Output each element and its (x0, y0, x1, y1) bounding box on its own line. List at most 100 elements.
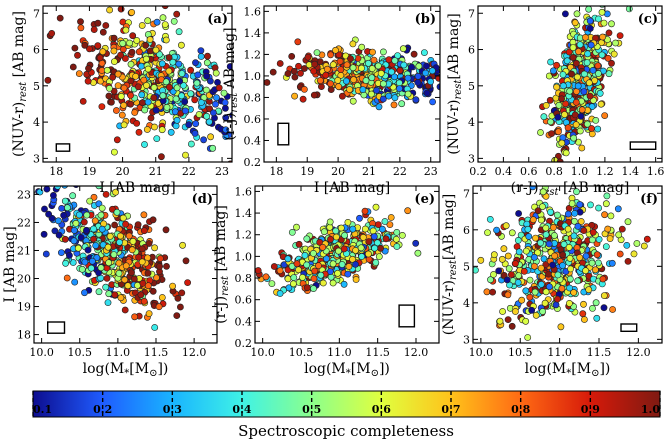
data-point (554, 113, 562, 121)
data-point (599, 33, 606, 41)
data-point (584, 120, 591, 128)
data-point (135, 128, 143, 136)
data-point (340, 245, 348, 253)
data-point (140, 211, 148, 219)
scatter-points (44, 6, 232, 162)
data-point (300, 65, 308, 72)
data-point (558, 285, 566, 292)
data-point (134, 83, 142, 91)
data-point (132, 73, 139, 80)
data-point (61, 186, 69, 189)
y-tick-label: 5 (468, 80, 475, 93)
y-tick-label: 5 (33, 80, 40, 93)
data-point (128, 8, 136, 16)
data-point (542, 224, 550, 232)
data-point (182, 257, 190, 265)
data-point (390, 101, 398, 109)
data-point (595, 204, 602, 212)
data-point (334, 269, 341, 277)
data-point (131, 109, 139, 116)
y-axis-label: (r-J)rest [AB mag] (213, 205, 231, 324)
data-point (539, 188, 547, 196)
data-point (597, 153, 603, 159)
data-point (191, 129, 199, 137)
data-point (91, 217, 99, 225)
data-point (332, 46, 339, 54)
panel-label: (a) (207, 12, 228, 27)
data-point (78, 265, 86, 273)
data-point (226, 63, 232, 70)
scatter-points (255, 203, 422, 297)
data-point (525, 233, 533, 240)
data-point (564, 124, 572, 132)
data-point (203, 112, 211, 120)
y-tick-label: 6 (468, 44, 475, 57)
data-point (507, 271, 515, 278)
data-point (587, 41, 595, 49)
x-tick-label: 11.5 (365, 346, 390, 359)
data-point (559, 262, 566, 269)
data-point (99, 48, 107, 56)
data-point (255, 267, 262, 274)
data-point (64, 204, 71, 212)
data-point (379, 48, 387, 56)
x-tick-label: 10.5 (289, 346, 314, 359)
data-point (77, 24, 85, 32)
data-point (393, 228, 401, 236)
data-point (175, 28, 183, 36)
data-point (77, 234, 85, 241)
data-point (152, 46, 160, 54)
data-point (361, 225, 369, 233)
data-point (568, 200, 576, 207)
data-point (60, 211, 67, 219)
data-point (375, 103, 383, 111)
data-point (531, 288, 539, 296)
data-point (106, 232, 114, 240)
data-point (551, 252, 558, 260)
colorbar-tick-label: 0.1 (33, 403, 52, 416)
data-point (574, 222, 582, 230)
data-point (408, 63, 415, 71)
data-point (71, 44, 79, 52)
data-point (552, 301, 560, 309)
plot-frame (477, 5, 663, 163)
x-tick-label: 0.2 (469, 165, 487, 178)
data-point (95, 186, 103, 190)
data-point (537, 264, 545, 272)
data-point (359, 233, 367, 241)
data-point (158, 60, 166, 68)
data-point (396, 67, 404, 74)
data-point (106, 6, 113, 14)
data-point (555, 128, 562, 136)
data-point (462, 105, 468, 111)
data-point (221, 99, 229, 106)
data-point (570, 232, 578, 240)
data-point (140, 76, 148, 84)
data-point (352, 246, 359, 254)
y-tick-label: 1.6 (244, 5, 262, 18)
data-point (603, 192, 611, 200)
data-point (610, 50, 618, 58)
data-point (566, 284, 573, 292)
data-point (75, 211, 83, 219)
data-point (554, 295, 561, 303)
data-point (546, 283, 553, 291)
data-point (153, 18, 161, 26)
data-point (178, 289, 186, 297)
data-point (496, 317, 504, 325)
data-point (121, 306, 129, 314)
data-point (566, 87, 574, 95)
data-point (547, 58, 554, 66)
data-point (487, 276, 494, 284)
data-point (262, 273, 270, 281)
data-point (580, 227, 588, 234)
data-point (159, 14, 167, 22)
data-point (116, 238, 123, 246)
data-point (587, 201, 594, 209)
data-point (515, 210, 522, 217)
data-point (547, 118, 554, 126)
data-point (320, 228, 328, 236)
x-tick-label: 10.0 (250, 346, 275, 359)
data-point (295, 266, 302, 274)
